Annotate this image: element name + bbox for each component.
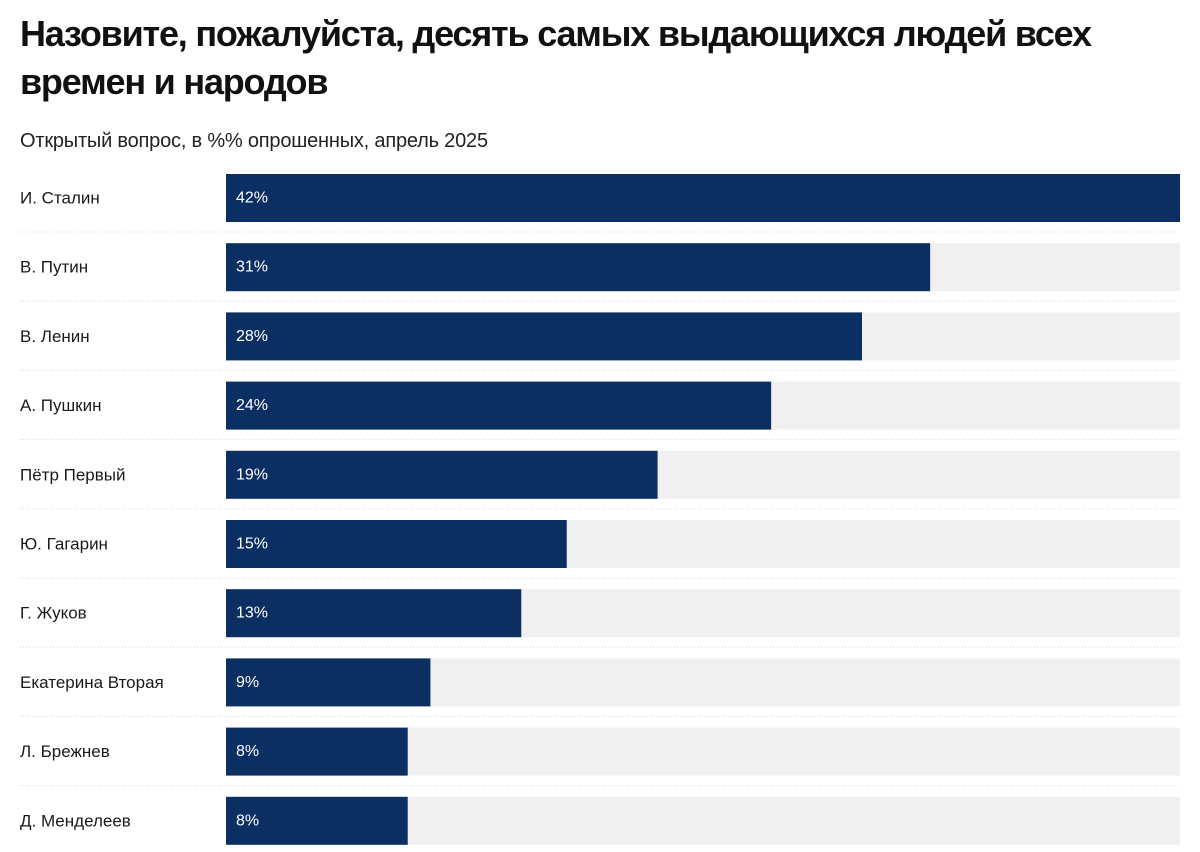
- bar: [226, 520, 567, 568]
- bar: [226, 312, 862, 361]
- category-label: Ю. Гагарин: [20, 535, 108, 554]
- value-label: 8%: [236, 743, 259, 760]
- category-label: Д. Менделеев: [20, 811, 131, 830]
- bar: [226, 658, 431, 707]
- value-label: 28%: [236, 328, 268, 345]
- bar: [226, 381, 772, 430]
- category-label: В. Путин: [20, 258, 88, 277]
- category-label: А. Пушкин: [20, 396, 101, 415]
- category-label: Екатерина Вторая: [20, 673, 164, 692]
- value-label: 8%: [236, 812, 259, 829]
- chart-title: Назовите, пожалуйста, десять самых выдаю…: [20, 13, 1092, 102]
- category-label: Пётр Первый: [20, 465, 126, 484]
- value-label: 24%: [236, 397, 268, 414]
- value-label: 31%: [236, 259, 268, 276]
- category-label: И. Сталин: [20, 189, 100, 208]
- chart-subtitle: Открытый вопрос, в %% опрошенных, апрель…: [20, 130, 488, 152]
- value-label: 9%: [236, 674, 259, 691]
- bar: [226, 450, 658, 499]
- bar: [226, 727, 408, 776]
- value-label: 13%: [236, 605, 268, 622]
- category-label: В. Ленин: [20, 327, 90, 346]
- bar: [226, 589, 522, 638]
- value-label: 15%: [236, 536, 268, 553]
- bar: [226, 174, 1180, 222]
- bar: [226, 796, 408, 845]
- value-label: 19%: [236, 466, 268, 483]
- category-label: Л. Брежнев: [20, 742, 110, 761]
- value-label: 42%: [236, 190, 268, 207]
- bar: [226, 243, 931, 292]
- category-label: Г. Жуков: [20, 604, 87, 623]
